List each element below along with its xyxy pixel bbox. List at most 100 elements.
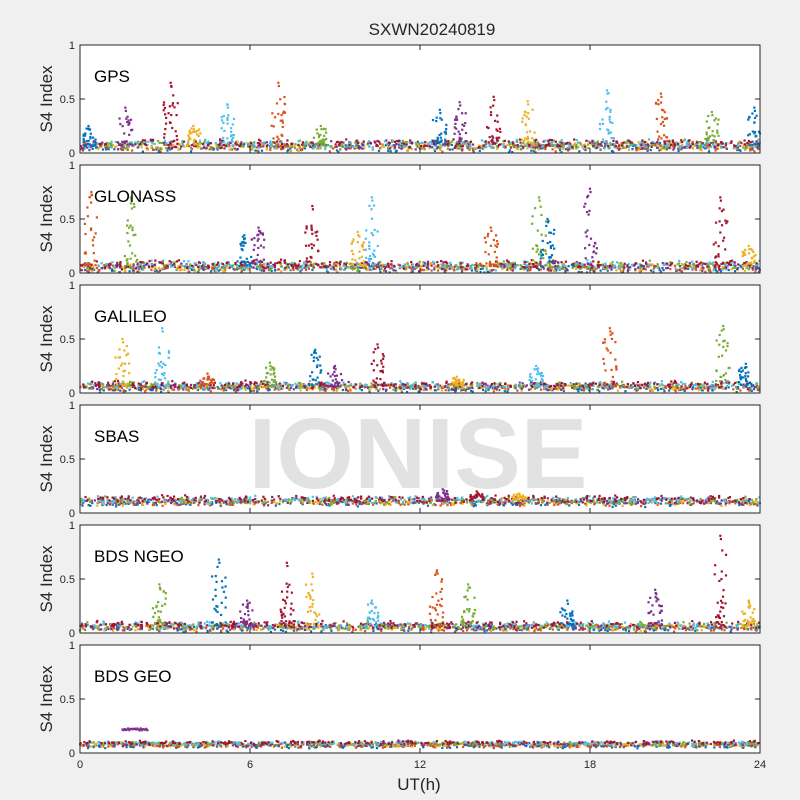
data-point [439, 147, 442, 151]
data-point [456, 140, 459, 143]
data-point [337, 140, 340, 143]
data-point [90, 387, 93, 390]
data-point [188, 265, 191, 268]
data-point [417, 390, 420, 393]
data-point [280, 270, 283, 273]
data-point [335, 389, 338, 393]
data-point [486, 270, 489, 273]
data-point [602, 387, 605, 390]
data-point [603, 142, 607, 145]
data-point [96, 271, 99, 274]
data-point [497, 262, 500, 266]
data-point [711, 143, 715, 146]
data-point [622, 268, 625, 271]
data-point [213, 267, 216, 270]
data-point [259, 383, 262, 386]
data-point [136, 265, 139, 269]
data-point [701, 389, 704, 392]
data-point [555, 387, 558, 391]
data-point [402, 265, 405, 268]
data-point [91, 270, 94, 273]
data-point [227, 261, 230, 264]
data-point [126, 219, 129, 222]
data-point [410, 260, 413, 264]
data-point [267, 387, 270, 391]
data-point [488, 263, 492, 266]
data-point [351, 145, 355, 148]
data-point [493, 387, 496, 390]
data-point [465, 268, 468, 271]
data-point [344, 144, 347, 147]
data-point [120, 268, 124, 271]
data-point [721, 268, 725, 271]
data-point [141, 268, 144, 271]
data-point [670, 263, 673, 266]
data-point [199, 387, 202, 390]
data-point [192, 143, 195, 146]
data-point [542, 267, 545, 270]
data-point [194, 143, 197, 146]
data-point [190, 127, 193, 130]
data-point [101, 141, 104, 144]
data-point [188, 136, 191, 139]
data-point [155, 389, 158, 392]
data-point [650, 264, 653, 267]
data-point [293, 263, 296, 266]
data-point [548, 259, 551, 262]
data-point [192, 128, 195, 131]
data-point [571, 264, 575, 267]
data-point [406, 384, 409, 387]
data-point [267, 389, 270, 392]
data-point [116, 264, 119, 267]
data-point [621, 380, 624, 383]
data-point [354, 387, 357, 390]
data-point [612, 150, 615, 153]
data-point [125, 147, 128, 150]
data-point [490, 140, 494, 143]
data-point [475, 264, 478, 267]
data-point [169, 141, 172, 145]
data-point [611, 262, 614, 265]
y-tick-label: 0.5 [60, 214, 75, 226]
data-point [348, 262, 351, 266]
data-point [280, 133, 283, 136]
data-point [100, 388, 103, 391]
data-point [657, 389, 660, 392]
data-point [235, 263, 239, 267]
data-point [439, 384, 442, 387]
data-point [662, 144, 665, 147]
data-point [544, 264, 547, 267]
data-point [216, 266, 219, 269]
data-point [269, 265, 272, 268]
data-point [354, 267, 357, 270]
data-point [324, 147, 327, 151]
data-point [474, 269, 477, 272]
data-point [339, 148, 342, 151]
data-point [137, 384, 140, 387]
data-point [435, 147, 439, 150]
data-point [601, 122, 605, 125]
data-point [380, 267, 383, 270]
data-point [585, 271, 589, 274]
data-point [595, 252, 598, 255]
data-point [277, 268, 280, 271]
data-point [129, 196, 133, 199]
data-point [123, 270, 127, 273]
data-point [685, 146, 688, 149]
data-point [556, 385, 559, 388]
data-point [343, 383, 346, 386]
data-point [722, 239, 725, 242]
data-point [373, 228, 376, 232]
data-point [720, 224, 724, 227]
data-point [543, 387, 546, 390]
data-point [660, 383, 663, 386]
data-point [188, 144, 191, 148]
data-point [219, 388, 223, 391]
data-point [635, 144, 638, 147]
data-point [503, 265, 506, 268]
data-point [707, 389, 710, 392]
data-point [234, 386, 237, 389]
data-point [245, 264, 248, 267]
data-point [433, 139, 436, 143]
data-point [572, 262, 575, 265]
